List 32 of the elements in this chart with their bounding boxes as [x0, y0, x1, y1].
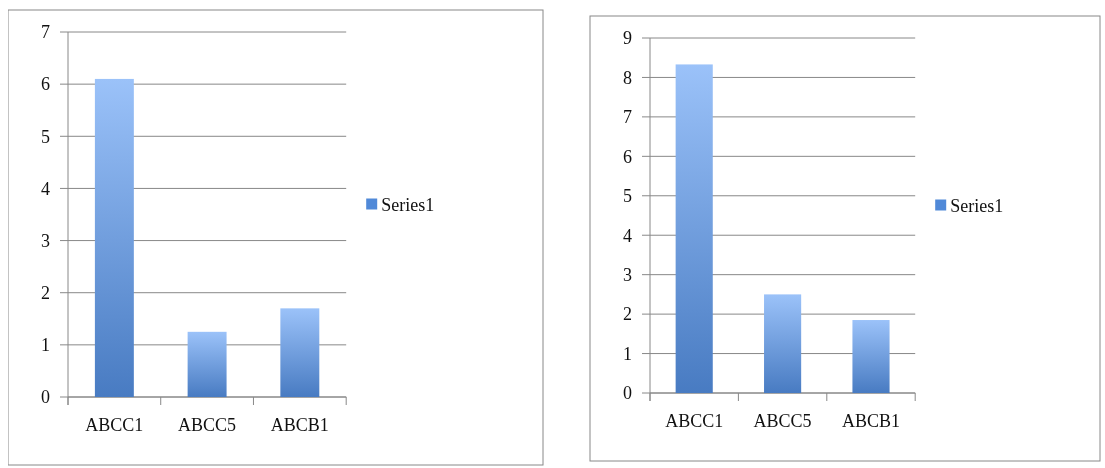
y-tick-label: 5: [623, 186, 632, 207]
x-tick-label: ABCC1: [665, 411, 724, 431]
legend-label: Series1: [381, 194, 435, 215]
x-tick-label: ABCB1: [841, 411, 901, 431]
y-tick-label: 1: [623, 343, 632, 364]
y-tick-label: 3: [623, 264, 632, 285]
y-tick-label: 6: [623, 146, 632, 167]
bar: [280, 308, 320, 397]
bar: [187, 331, 227, 397]
y-tick-label: 2: [623, 304, 632, 325]
y-tick-label: 7: [41, 22, 50, 43]
y-tick-label: 8: [623, 67, 632, 88]
legend-label: Series1: [950, 195, 1004, 216]
bar: [675, 64, 713, 393]
bar: [94, 78, 134, 397]
y-tick-label: 1: [41, 335, 50, 356]
y-tick-label: 2: [41, 283, 50, 304]
bar: [852, 320, 890, 393]
x-tick-label: ABCB1: [270, 415, 329, 435]
y-tick-label: 4: [623, 225, 632, 246]
y-tick-label: 0: [41, 387, 50, 408]
y-tick-label: 7: [623, 107, 632, 128]
y-tick-label: 3: [41, 230, 50, 251]
y-tick-label: 6: [41, 74, 50, 95]
y-tick-label: 5: [41, 126, 50, 147]
y-tick-label: 0: [623, 383, 632, 404]
x-tick-label: ABCC5: [753, 411, 812, 431]
x-tick-label: ABCC5: [178, 415, 237, 435]
bar: [764, 294, 802, 393]
x-tick-label: ABCC1: [85, 415, 144, 435]
y-tick-label: 9: [623, 28, 632, 49]
y-tick-label: 4: [41, 178, 50, 199]
